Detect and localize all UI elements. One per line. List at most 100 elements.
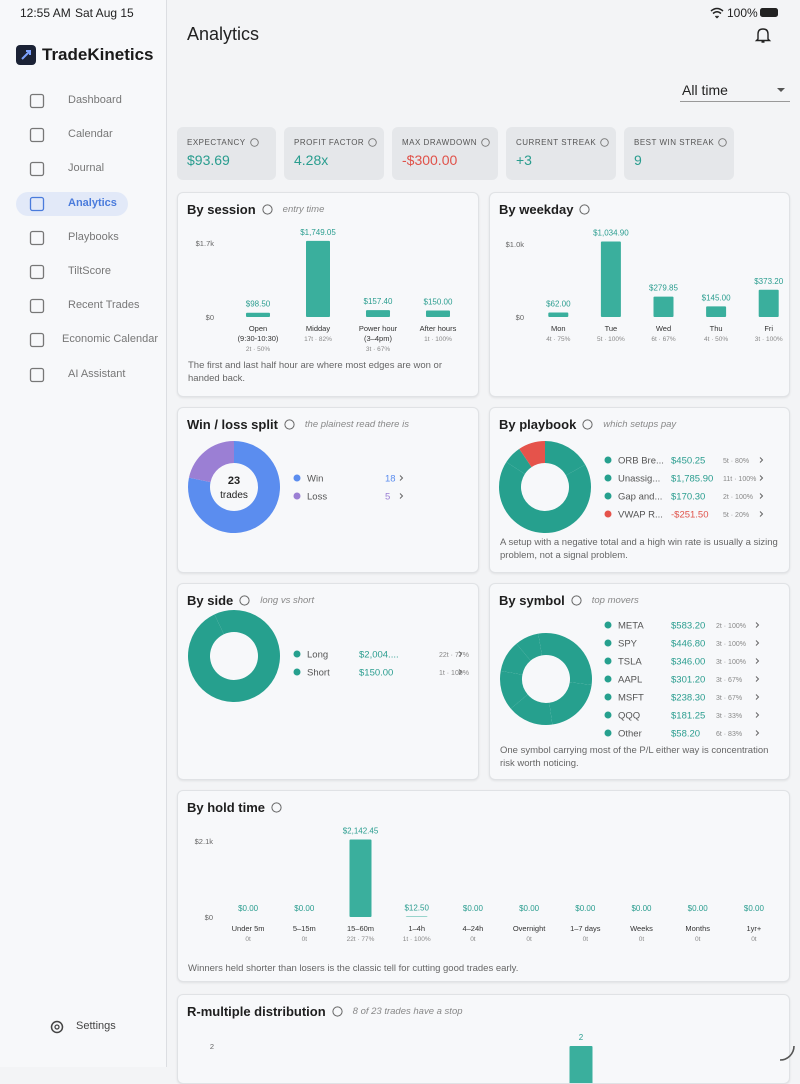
y-tick-label: $0 [205,913,213,922]
icon-shape [31,300,44,313]
legend-chevron [756,677,759,682]
nav-item[interactable]: Calendar [68,128,113,140]
legend-dot [605,475,612,482]
stat-label: CURRENT STREAK [516,138,596,147]
bar [601,241,621,317]
legend-value: $238.30 [671,693,705,704]
legend-chevron [400,494,403,499]
legend-name: VWAP R... [618,510,663,521]
x-tick-label: 15–60m [347,924,374,933]
help-icon[interactable] [250,138,259,147]
bar [548,312,568,317]
nav-item[interactable]: Dashboard [68,94,122,106]
bar [426,310,450,317]
nav-item[interactable]: TiltScore [68,265,111,277]
legend-name: Gap and... [618,492,662,503]
icon-shape [31,368,44,381]
legend-chevron [756,659,759,664]
help-icon[interactable] [368,138,377,147]
bar [366,310,390,317]
gear [52,1022,63,1033]
nav-item[interactable]: Recent Trades [68,299,140,311]
bar-meta: 4t · 50% [704,336,728,343]
stat-label: BEST WIN STREAK [634,138,714,147]
legend-name: Other [618,729,642,740]
legend-chevron [756,641,759,646]
settings-link[interactable]: Settings [76,1020,116,1032]
bar-meta: 4t · 75% [546,336,570,343]
y-tick-label: $1.0k [506,240,525,249]
help-icon[interactable] [481,138,490,147]
legend-meta: 3t · 33% [716,713,742,720]
nav-item[interactable]: Economic Calendar [62,333,158,345]
legend-dot [294,669,301,676]
nav-item[interactable]: AI Assistant [68,368,125,380]
gear-hub [55,1025,59,1029]
icon-shape [31,163,44,176]
legend-meta: 3t · 100% [716,659,746,666]
nav-icon [29,298,45,314]
x-tick-label: Open [249,324,267,333]
legend-meta: 3t · 67% [716,677,742,684]
bar [246,313,270,317]
legend-dot [605,640,612,647]
donut-center-value: 23 [228,475,240,487]
bar-meta: 2t · 50% [246,346,270,353]
bar-value-label: $98.50 [246,300,271,309]
nav-icon [29,161,45,177]
x-tick-label: Months [685,924,710,933]
x-tick-label: 1–7 days [570,924,601,933]
legend-value: $450.25 [671,456,705,467]
legend-value: $170.30 [671,492,705,503]
legend-chevron [760,476,763,481]
brand-name: TradeKinetics [42,45,154,65]
bar-meta: 3t · 67% [366,346,390,353]
bar [706,306,726,317]
nav-item[interactable]: Playbooks [68,231,119,243]
stat-value: 4.28x [294,152,328,168]
bar-value-label: $0.00 [519,904,540,913]
nav-item[interactable]: Journal [68,162,104,174]
legend-dot [294,651,301,658]
icon-shape [31,231,44,244]
legend-dot [294,475,301,482]
legend-dot [605,493,612,500]
help-icon[interactable] [718,138,727,147]
bar-value-label: $1,749.05 [300,228,336,237]
legend-chevron [760,494,763,499]
nav-item[interactable]: Analytics [68,197,117,209]
help-circle [601,139,609,147]
nav-icon [29,230,45,246]
x-tick-label: (9:30-10:30) [238,334,279,343]
x-tick-label: Fri [764,324,773,333]
sidebar [0,0,167,1067]
loading-spinner [776,1042,798,1064]
nav-icon [29,196,45,212]
range-select[interactable]: All time [682,82,728,98]
stat-label: PROFIT FACTOR [294,138,364,147]
legend-dot [605,676,612,683]
legend-dot [605,730,612,737]
donut-center-label: trades [220,490,248,501]
bar-value-label: $1,034.90 [593,228,629,237]
legend-dot [605,712,612,719]
y-tick-label: 2 [210,1042,214,1051]
legend-value: $58.20 [671,729,700,740]
donut-slice [499,462,591,533]
bar-value-label: $0.00 [688,904,709,913]
help-icon[interactable] [600,138,609,147]
bar-value-label: $150.00 [424,297,453,306]
icon-shape [31,197,44,210]
legend-dot [605,694,612,701]
range-caret [776,86,786,94]
legend-name: QQQ [618,711,640,722]
legend-name: Win [307,474,323,485]
status-time: 12:55 AM [20,6,71,20]
legend-value: 18 [385,474,396,485]
legend-dot [294,493,301,500]
bar-value-label: $145.00 [702,293,731,302]
